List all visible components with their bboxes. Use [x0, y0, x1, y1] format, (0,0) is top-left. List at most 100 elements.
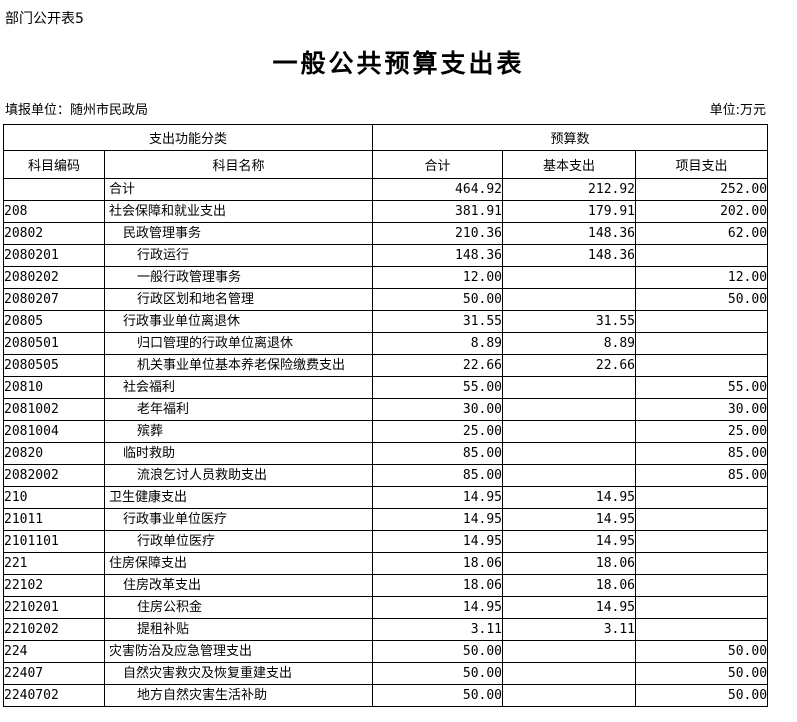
cell-total: 8.89	[372, 332, 504, 355]
cell-total: 14.95	[372, 508, 504, 531]
cell-basic: 3.11	[502, 618, 637, 641]
cell-name: 提租补贴	[103, 618, 374, 641]
cell-basic: 14.95	[502, 508, 637, 531]
cell-total: 210.36	[372, 222, 504, 245]
cell-total: 14.95	[372, 530, 504, 553]
cell-name: 社会保障和就业支出	[103, 200, 374, 223]
cell-name: 灾害防治及应急管理支出	[103, 640, 374, 663]
cell-name: 住房改革支出	[103, 574, 374, 597]
cell-project	[635, 596, 769, 619]
cell-project	[635, 530, 769, 553]
cell-name: 合计	[103, 178, 374, 201]
page-title: 一般公共预算支出表	[272, 49, 525, 78]
header-group-row: 支出功能分类 预算数	[2, 124, 769, 151]
cell-project: 50.00	[635, 684, 769, 707]
cell-basic	[502, 398, 637, 421]
cell-total: 3.11	[372, 618, 504, 641]
cell-project	[635, 354, 769, 377]
cell-name: 流浪乞讨人员救助支出	[103, 464, 374, 487]
cell-basic	[502, 684, 637, 707]
table-row: 208 社会保障和就业支出 381.91 179.91 202.00	[3, 200, 769, 223]
cell-basic	[502, 442, 637, 465]
cell-project: 85.00	[635, 442, 769, 465]
table-row: 2240702 地方自然灾害生活补助 50.00 50.00	[3, 684, 769, 707]
cell-code: 2080505	[3, 354, 105, 377]
cell-code: 2240702	[3, 684, 105, 707]
cell-code: 2210201	[3, 596, 105, 619]
cell-total: 464.92	[372, 178, 504, 201]
cell-basic: 148.36	[502, 244, 637, 267]
cell-basic	[502, 288, 637, 311]
cell-name: 行政运行	[103, 244, 374, 267]
cell-code: 2080501	[3, 332, 105, 355]
cell-name: 行政单位医疗	[103, 530, 374, 553]
cell-code: 2081004	[3, 420, 105, 443]
cell-project: 252.00	[635, 178, 769, 201]
cell-project: 85.00	[635, 464, 769, 487]
cell-name: 归口管理的行政单位离退休	[103, 332, 374, 355]
cell-total: 12.00	[372, 266, 504, 289]
cell-project: 12.00	[635, 266, 769, 289]
unit-note: 单位:万元	[709, 103, 766, 118]
cell-basic	[502, 420, 637, 443]
cell-basic: 14.95	[502, 486, 637, 509]
table-row: 2081004 殡葬 25.00 25.00	[3, 420, 769, 443]
cell-basic: 14.95	[502, 596, 637, 619]
cell-total: 14.95	[372, 596, 504, 619]
cell-name: 卫生健康支出	[103, 486, 374, 509]
cell-project: 50.00	[635, 640, 769, 663]
cell-name: 住房公积金	[103, 596, 374, 619]
cell-total: 18.06	[372, 552, 504, 575]
cell-total: 22.66	[372, 354, 504, 377]
cell-project	[635, 310, 769, 333]
header-col-project: 项目支出	[635, 150, 769, 179]
cell-total: 381.91	[372, 200, 504, 223]
cell-code: 2080207	[3, 288, 105, 311]
reporting-unit-label: 填报单位：随州市民政局	[5, 103, 149, 118]
cell-code: 20820	[3, 442, 105, 465]
cell-basic: 18.06	[502, 574, 637, 597]
cell-basic	[502, 662, 637, 685]
table-row: 2081002 老年福利 30.00 30.00	[3, 398, 769, 421]
cell-code: 2082002	[3, 464, 105, 487]
cell-basic	[502, 464, 637, 487]
cell-total: 14.95	[372, 486, 504, 509]
cell-name: 住房保障支出	[103, 552, 374, 575]
table-row: 合计 464.92 212.92 252.00	[3, 178, 769, 201]
cell-project: 50.00	[635, 662, 769, 685]
cell-code: 2101101	[3, 530, 105, 553]
cell-basic: 31.55	[502, 310, 637, 333]
cell-total: 50.00	[372, 640, 504, 663]
header-col-code: 科目编码	[3, 150, 105, 179]
table-row: 20820 临时救助 85.00 85.00	[3, 442, 769, 465]
cell-name: 机关事业单位基本养老保险缴费支出	[103, 354, 374, 377]
cell-name: 民政管理事务	[103, 222, 374, 245]
cell-project	[635, 486, 769, 509]
table-row: 20810 社会福利 55.00 55.00	[3, 376, 769, 399]
cell-project: 50.00	[635, 288, 769, 311]
cell-total: 30.00	[372, 398, 504, 421]
cell-project	[635, 552, 769, 575]
table-row: 20805 行政事业单位离退休 31.55 31.55	[3, 310, 769, 333]
cell-name: 地方自然灾害生活补助	[103, 684, 374, 707]
header-col-basic: 基本支出	[502, 150, 637, 179]
header-budget-group: 预算数	[372, 124, 769, 151]
cell-total: 18.06	[372, 574, 504, 597]
table-row: 22407 自然灾害救灾及恢复重建支出 50.00 50.00	[3, 662, 769, 685]
cell-code: 2080202	[3, 266, 105, 289]
cell-code: 2080201	[3, 244, 105, 267]
table-row: 2101101 行政单位医疗 14.95 14.95	[3, 530, 769, 553]
table-row: 20802 民政管理事务 210.36 148.36 62.00	[3, 222, 769, 245]
table-row: 224 灾害防治及应急管理支出 50.00 50.00	[3, 640, 769, 663]
cell-total: 50.00	[372, 684, 504, 707]
doc-label: 部门公开表5	[5, 11, 84, 27]
table-row: 2080202 一般行政管理事务 12.00 12.00	[3, 266, 769, 289]
cell-total: 25.00	[372, 420, 504, 443]
cell-total: 55.00	[372, 376, 504, 399]
header-col-total: 合计	[372, 150, 504, 179]
cell-basic: 148.36	[502, 222, 637, 245]
cell-project: 25.00	[635, 420, 769, 443]
cell-name: 老年福利	[103, 398, 374, 421]
table-row: 210 卫生健康支出 14.95 14.95	[3, 486, 769, 509]
table-row: 21011 行政事业单位医疗 14.95 14.95	[3, 508, 769, 531]
